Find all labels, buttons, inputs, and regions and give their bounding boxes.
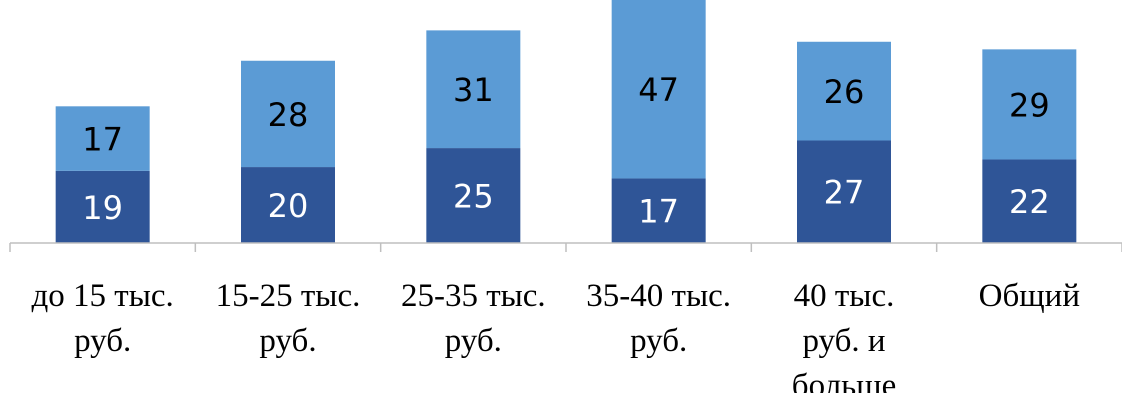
bar-segment-2-5 xyxy=(797,41,891,141)
category-label-line: 15-25 тыс. xyxy=(216,278,361,314)
bar-segment-2-6 xyxy=(982,49,1077,160)
category-label-line: руб. xyxy=(630,323,687,359)
category-label-line: руб. и xyxy=(802,323,885,359)
bar-segment-2-1 xyxy=(55,106,150,171)
category-label: 25-35 тыс. руб. xyxy=(401,278,546,359)
data-label: 28 xyxy=(268,96,309,134)
category-label-line: 40 тыс. xyxy=(794,278,895,314)
data-label: 17 xyxy=(82,121,123,159)
data-label: 22 xyxy=(1009,183,1050,221)
category-label-line: руб. xyxy=(74,323,131,359)
category-label-line: Общий xyxy=(979,278,1080,314)
x-axis xyxy=(9,242,1122,252)
bar-segment-1-5 xyxy=(797,140,891,243)
data-label: 47 xyxy=(638,71,679,109)
category-label: до 15 тыс. руб. xyxy=(32,278,174,359)
category-labels: до 15 тыс. руб. 15-25 тыс. руб. 25-35 тыс. ру… xyxy=(32,278,1080,393)
bar-segment-1-4 xyxy=(611,178,706,243)
data-label: 19 xyxy=(82,189,123,227)
category-label: 40 тыс. руб. и больше xyxy=(792,278,896,393)
category-label-line: больше xyxy=(792,368,896,393)
category-label-line: руб. xyxy=(445,323,502,359)
data-label: 29 xyxy=(1009,86,1050,124)
bars-layer: 19 17 20 28 25 31 17 47 27 26 22 29 xyxy=(55,0,1077,243)
data-label: 26 xyxy=(824,73,865,111)
bar-segment-1-2 xyxy=(241,167,335,243)
bar-segment-1-6 xyxy=(982,159,1077,243)
category-label: 15-25 тыс. руб. xyxy=(216,278,361,359)
bar-segment-1-1 xyxy=(55,170,150,243)
category-label-line: руб. xyxy=(259,323,316,359)
bar-segment-2-4 xyxy=(611,0,706,179)
category-label: Общий xyxy=(979,278,1080,314)
bar-segment-1-3 xyxy=(426,148,521,243)
category-label-line: до 15 тыс. xyxy=(32,278,174,314)
data-label: 17 xyxy=(638,193,679,231)
data-label: 20 xyxy=(268,187,309,225)
bar-segment-2-2 xyxy=(241,60,335,168)
category-label-line: 25-35 тыс. xyxy=(401,278,546,314)
category-label: 35-40 тыс. руб. xyxy=(586,278,731,359)
category-label-line: 35-40 тыс. xyxy=(586,278,731,314)
data-label: 27 xyxy=(824,174,865,212)
data-label: 31 xyxy=(453,71,494,109)
bar-segment-2-3 xyxy=(426,30,521,149)
data-label: 25 xyxy=(453,178,494,216)
